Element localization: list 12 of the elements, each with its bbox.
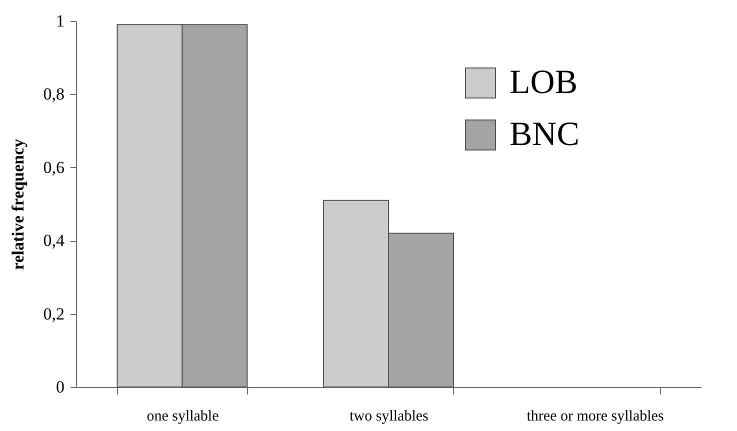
x-tick-label: three or more syllables <box>526 408 664 424</box>
y-tick-label: 0,6 <box>43 158 64 177</box>
legend-label: BNC <box>510 116 580 153</box>
y-axis-title: relative frequency <box>8 138 28 270</box>
y-tick-label: 1 <box>56 12 64 30</box>
x-tick-label: one syllable <box>146 408 220 424</box>
legend-label: LOB <box>510 64 578 101</box>
y-tick-label: 0 <box>56 378 64 396</box>
y-tick-label: 0,2 <box>43 304 64 324</box>
y-tick-label: 0,4 <box>43 231 65 250</box>
x-tick-label: two syllables <box>350 408 429 424</box>
y-tick-label: 0,8 <box>43 84 64 104</box>
